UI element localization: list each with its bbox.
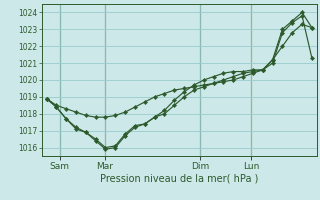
- X-axis label: Pression niveau de la mer( hPa ): Pression niveau de la mer( hPa ): [100, 173, 258, 183]
